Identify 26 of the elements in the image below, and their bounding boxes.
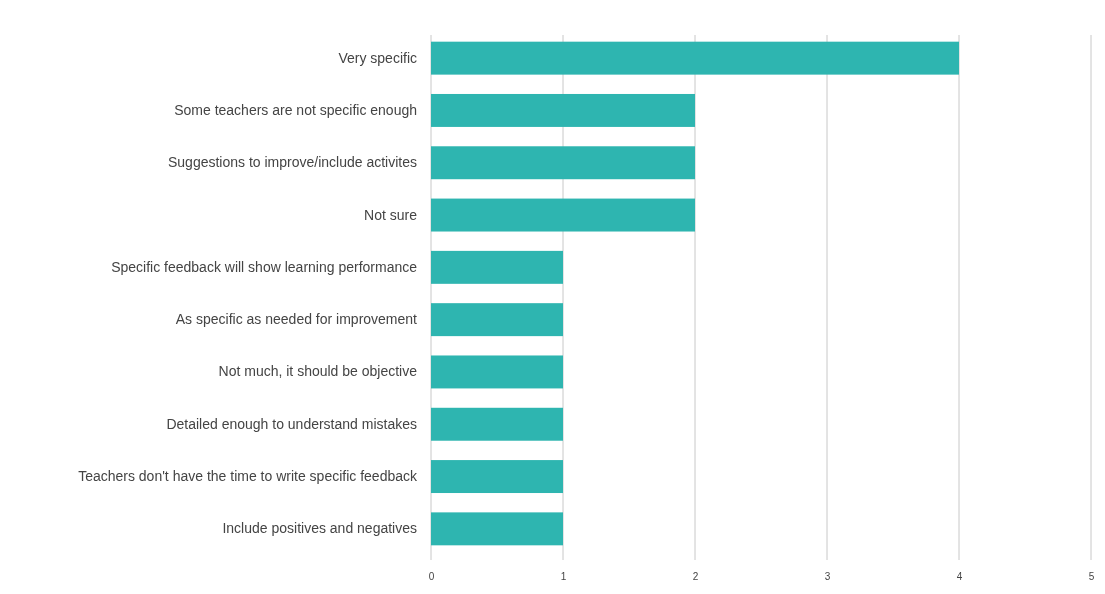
x-tick-label: 4 [956, 571, 963, 583]
bar [431, 250, 563, 284]
bar [431, 41, 959, 75]
y-tick-label: Detailed enough to understand mistakes [166, 415, 417, 432]
y-tick-label: As specific as needed for improvement [175, 311, 418, 328]
y-tick-label: Very specific [338, 49, 417, 66]
bar [431, 198, 695, 232]
y-tick-label: Not sure [364, 206, 418, 223]
y-tick-label: Specific feedback will show learning performance [111, 258, 418, 275]
y-tick-label: Suggestions to improve/include activites [167, 154, 417, 171]
bar [431, 355, 563, 389]
y-tick-label: Teachers don't have the time to write specific feedback [78, 468, 418, 485]
x-tick-label: 1 [560, 571, 567, 583]
x-tick-label: 3 [824, 571, 831, 583]
x-tick-label: 0 [428, 571, 435, 583]
x-tick-label: 2 [692, 571, 699, 583]
y-tick-label: Not much, it should be objective [218, 363, 418, 380]
bar [431, 303, 563, 337]
bar [431, 407, 563, 441]
x-tick-label: 5 [1088, 571, 1095, 583]
bar [431, 460, 563, 494]
bar [431, 93, 695, 127]
bar [431, 146, 695, 180]
bar [431, 512, 563, 546]
y-tick-label: Include positives and negatives [222, 520, 417, 537]
y-tick-label: Some teachers are not specific enough [174, 101, 417, 118]
